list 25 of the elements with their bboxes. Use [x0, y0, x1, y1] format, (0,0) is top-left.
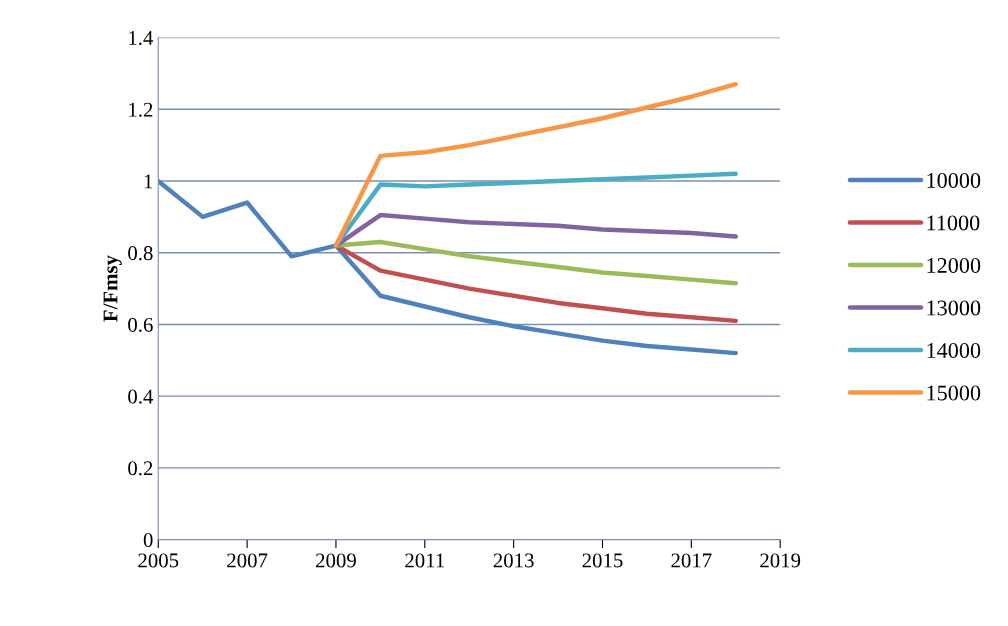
legend-label: 13000	[927, 300, 981, 316]
y-axis-title: F/Fmsy	[103, 255, 122, 322]
x-tick-label: 2009	[316, 553, 356, 568]
y-tick-label: 0.2	[128, 461, 153, 476]
x-tick-label: 2011	[405, 553, 444, 568]
x-tick-label: 2005	[138, 553, 179, 568]
line-series	[333, 81, 738, 248]
y-tick-label: 1	[144, 174, 153, 189]
legend-label: 11000	[927, 215, 980, 231]
legend-label: 14000	[927, 342, 981, 358]
x-tick-label: 2007	[227, 553, 268, 568]
legend-label: 10000	[927, 172, 981, 188]
y-tick-label: 0.4	[128, 389, 154, 404]
y-tick-label: 1.4	[129, 31, 154, 46]
x-tick-label: 2015	[582, 553, 623, 568]
line-series	[158, 178, 738, 356]
y-tick-label: 0.8	[128, 246, 153, 261]
y-tick-label: 0.6	[128, 317, 153, 332]
legend-label: 12000	[927, 257, 981, 273]
legend-label: 15000	[927, 385, 981, 401]
y-tick-label: 1.2	[129, 102, 153, 117]
y-tick-label: 0	[143, 532, 153, 548]
x-tick-label: 2017	[671, 553, 712, 568]
x-tick-label: 2019	[760, 553, 801, 568]
x-tick-label: 2013	[493, 553, 534, 568]
